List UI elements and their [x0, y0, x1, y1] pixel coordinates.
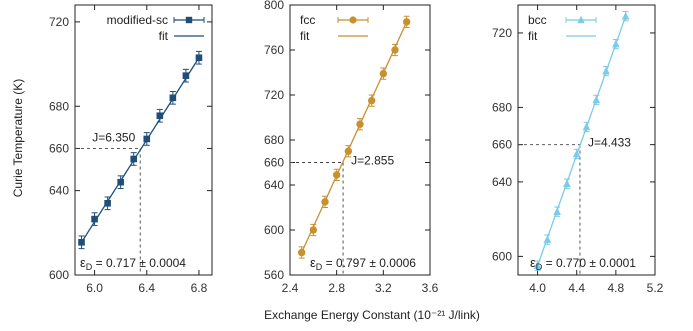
epsilon-subscript: D — [86, 262, 93, 272]
epsilon-symbol: ε — [310, 255, 316, 270]
data-point — [321, 198, 329, 206]
epsilon-subscript: D — [316, 262, 323, 272]
x-tick-label: 2.8 — [328, 281, 345, 295]
y-tick-label: 660 — [492, 138, 512, 152]
data-point — [117, 178, 124, 186]
guide-label: J=4.433 — [588, 136, 631, 150]
epsilon-annotation: εD = 0.717 ± 0.0004 — [80, 255, 186, 272]
y-tick-label: 660 — [264, 156, 284, 170]
legend-marker — [349, 16, 357, 24]
y-tick-label: 600 — [492, 249, 512, 263]
y-tick-label: 640 — [49, 184, 69, 198]
legend-fit-label: fit — [528, 29, 538, 43]
legend-series-label: bcc — [528, 13, 547, 27]
y-tick-label: 560 — [264, 268, 284, 282]
legend-fit-label: fit — [300, 29, 310, 43]
plot-frame — [517, 4, 656, 276]
legend-series-label: modified-sc — [107, 13, 168, 27]
data-point — [543, 235, 552, 243]
epsilon-value: = 0.717 ± 0.0004 — [92, 256, 186, 270]
data-point — [143, 135, 151, 143]
y-tick-label: 640 — [264, 178, 284, 192]
legend-series-label: fcc — [300, 13, 315, 27]
y-tick-label: 600 — [49, 268, 69, 282]
data-point — [182, 72, 190, 79]
data-point — [344, 147, 353, 155]
y-tick-label: 680 — [264, 133, 284, 147]
y-tick-label: 720 — [49, 15, 69, 29]
data-point — [195, 54, 203, 62]
fit-line — [536, 15, 627, 266]
data-point — [572, 149, 581, 158]
x-axis-title: Exchange Energy Constant (10⁻²¹ J/link) — [264, 308, 480, 322]
x-tick-label: 4.4 — [568, 281, 585, 295]
legend-marker — [185, 16, 193, 24]
y-axis-title: Curie Temperature (K) — [11, 79, 25, 198]
y-tick-label: 660 — [49, 141, 69, 155]
y-tick-label: 640 — [492, 175, 512, 189]
y-tick-label: 680 — [49, 99, 69, 113]
x-tick-label: 3.2 — [375, 281, 392, 295]
epsilon-value: = 0.797 ± 0.0006 — [322, 256, 416, 270]
epsilon-annotation: εD = 0.797 ± 0.0006 — [310, 255, 416, 272]
panel-modified-sc: 600 640 660 680 720 6.0 6.4 6.8 J=6.350 modified-… — [49, 4, 213, 295]
data-point — [553, 207, 561, 215]
data-point — [130, 155, 138, 163]
x-tick-label: 6.8 — [191, 281, 208, 295]
x-tick-label: 4.0 — [529, 281, 546, 295]
guide-label: J=2.855 — [351, 154, 394, 168]
y-tick-label: 760 — [264, 43, 284, 57]
data-point — [621, 11, 630, 20]
x-tick-label: 3.6 — [422, 281, 439, 295]
data-point — [78, 239, 85, 246]
data-point — [297, 248, 306, 257]
x-tick-label: 6.0 — [86, 281, 103, 295]
data-point — [332, 171, 341, 179]
data-point — [91, 215, 98, 223]
legend-fit-label: fit — [159, 29, 169, 43]
plot-frame — [289, 4, 431, 276]
y-tick-label: 720 — [492, 26, 512, 40]
data-point — [156, 112, 164, 120]
y-tick-label: 600 — [264, 223, 284, 237]
data-point — [379, 69, 388, 78]
epsilon-symbol: ε — [530, 255, 536, 270]
x-tick-label: 5.2 — [647, 281, 664, 295]
data-point — [592, 95, 601, 104]
epsilon-symbol: ε — [80, 255, 86, 270]
data-point — [582, 122, 591, 131]
data-point — [309, 226, 318, 234]
x-tick-label: 2.4 — [282, 281, 299, 295]
data-point — [612, 39, 620, 48]
data-point — [169, 94, 177, 102]
x-tick-label: 6.4 — [138, 281, 155, 295]
fit-line — [301, 21, 408, 253]
data-point — [533, 261, 542, 269]
data-point — [356, 120, 364, 128]
guide-label: J=6.350 — [92, 130, 135, 144]
panel-fcc: 560 600 640 660 680 720 760 800 2.4 2.8 3.2 3.6 J=2.… — [264, 0, 439, 295]
data-point — [602, 66, 610, 75]
y-tick-label: 720 — [264, 88, 284, 102]
y-tick-label: 800 — [264, 0, 284, 12]
data-point — [367, 96, 376, 105]
epsilon-subscript: D — [536, 262, 543, 272]
epsilon-value: = 0.770 ± 0.0001 — [542, 256, 636, 270]
data-point — [391, 46, 399, 54]
data-point — [563, 179, 571, 188]
data-point — [402, 18, 411, 26]
x-tick-label: 4.8 — [608, 281, 625, 295]
fit-line — [80, 57, 200, 243]
epsilon-annotation: εD = 0.770 ± 0.0001 — [530, 255, 636, 272]
data-point — [104, 199, 111, 207]
y-tick-label: 680 — [492, 100, 512, 114]
panel-bcc: 600 640 660 680 720 4.0 4.4 4.8 5.2 J=4.433 bcc fit… — [492, 4, 664, 295]
plot-frame — [74, 4, 213, 276]
legend-marker — [577, 15, 585, 24]
